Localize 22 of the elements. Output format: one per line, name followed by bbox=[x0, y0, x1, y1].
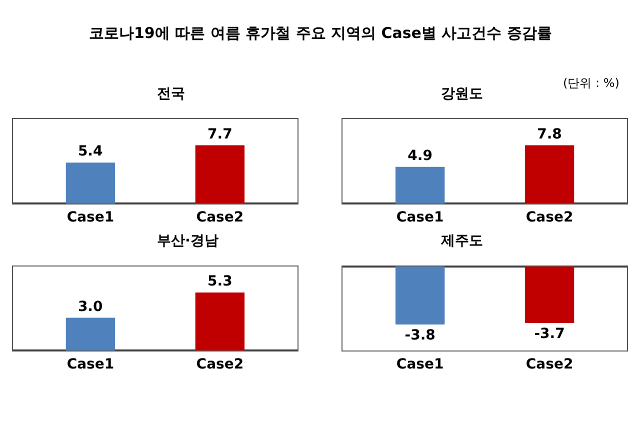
x-tick-label: Case1 bbox=[396, 209, 444, 226]
chart-title: 강원도 bbox=[441, 86, 483, 102]
data-label: -3.7 bbox=[534, 326, 565, 342]
text: (단위 : %) bbox=[563, 76, 620, 90]
x-tick-label: Case2 bbox=[526, 209, 574, 226]
data-label: 5.3 bbox=[208, 273, 232, 290]
chart-title: 부산·경남 bbox=[157, 233, 218, 249]
chart-title: 전국 bbox=[157, 86, 185, 102]
x-tick-label: Case2 bbox=[196, 356, 244, 373]
x-tick-label: Case1 bbox=[396, 356, 444, 373]
data-label: 4.9 bbox=[408, 148, 432, 164]
x-tick-label: Case2 bbox=[526, 356, 574, 373]
text: 코로나19에 따른 여름 휴가철 주요 지역의 Case별 사고건수 증감률 bbox=[89, 24, 552, 42]
chart-title: 제주도 bbox=[440, 233, 483, 249]
x-tick-label: Case1 bbox=[66, 209, 114, 226]
data-label: 5.4 bbox=[78, 144, 104, 160]
data-label: 3.0 bbox=[78, 298, 104, 315]
x-tick-label: Case2 bbox=[196, 209, 244, 226]
data-label: 7.7 bbox=[208, 126, 232, 142]
data-label: -3.8 bbox=[404, 328, 436, 344]
x-tick-label: Case1 bbox=[66, 356, 114, 373]
data-label: 7.8 bbox=[537, 126, 562, 142]
